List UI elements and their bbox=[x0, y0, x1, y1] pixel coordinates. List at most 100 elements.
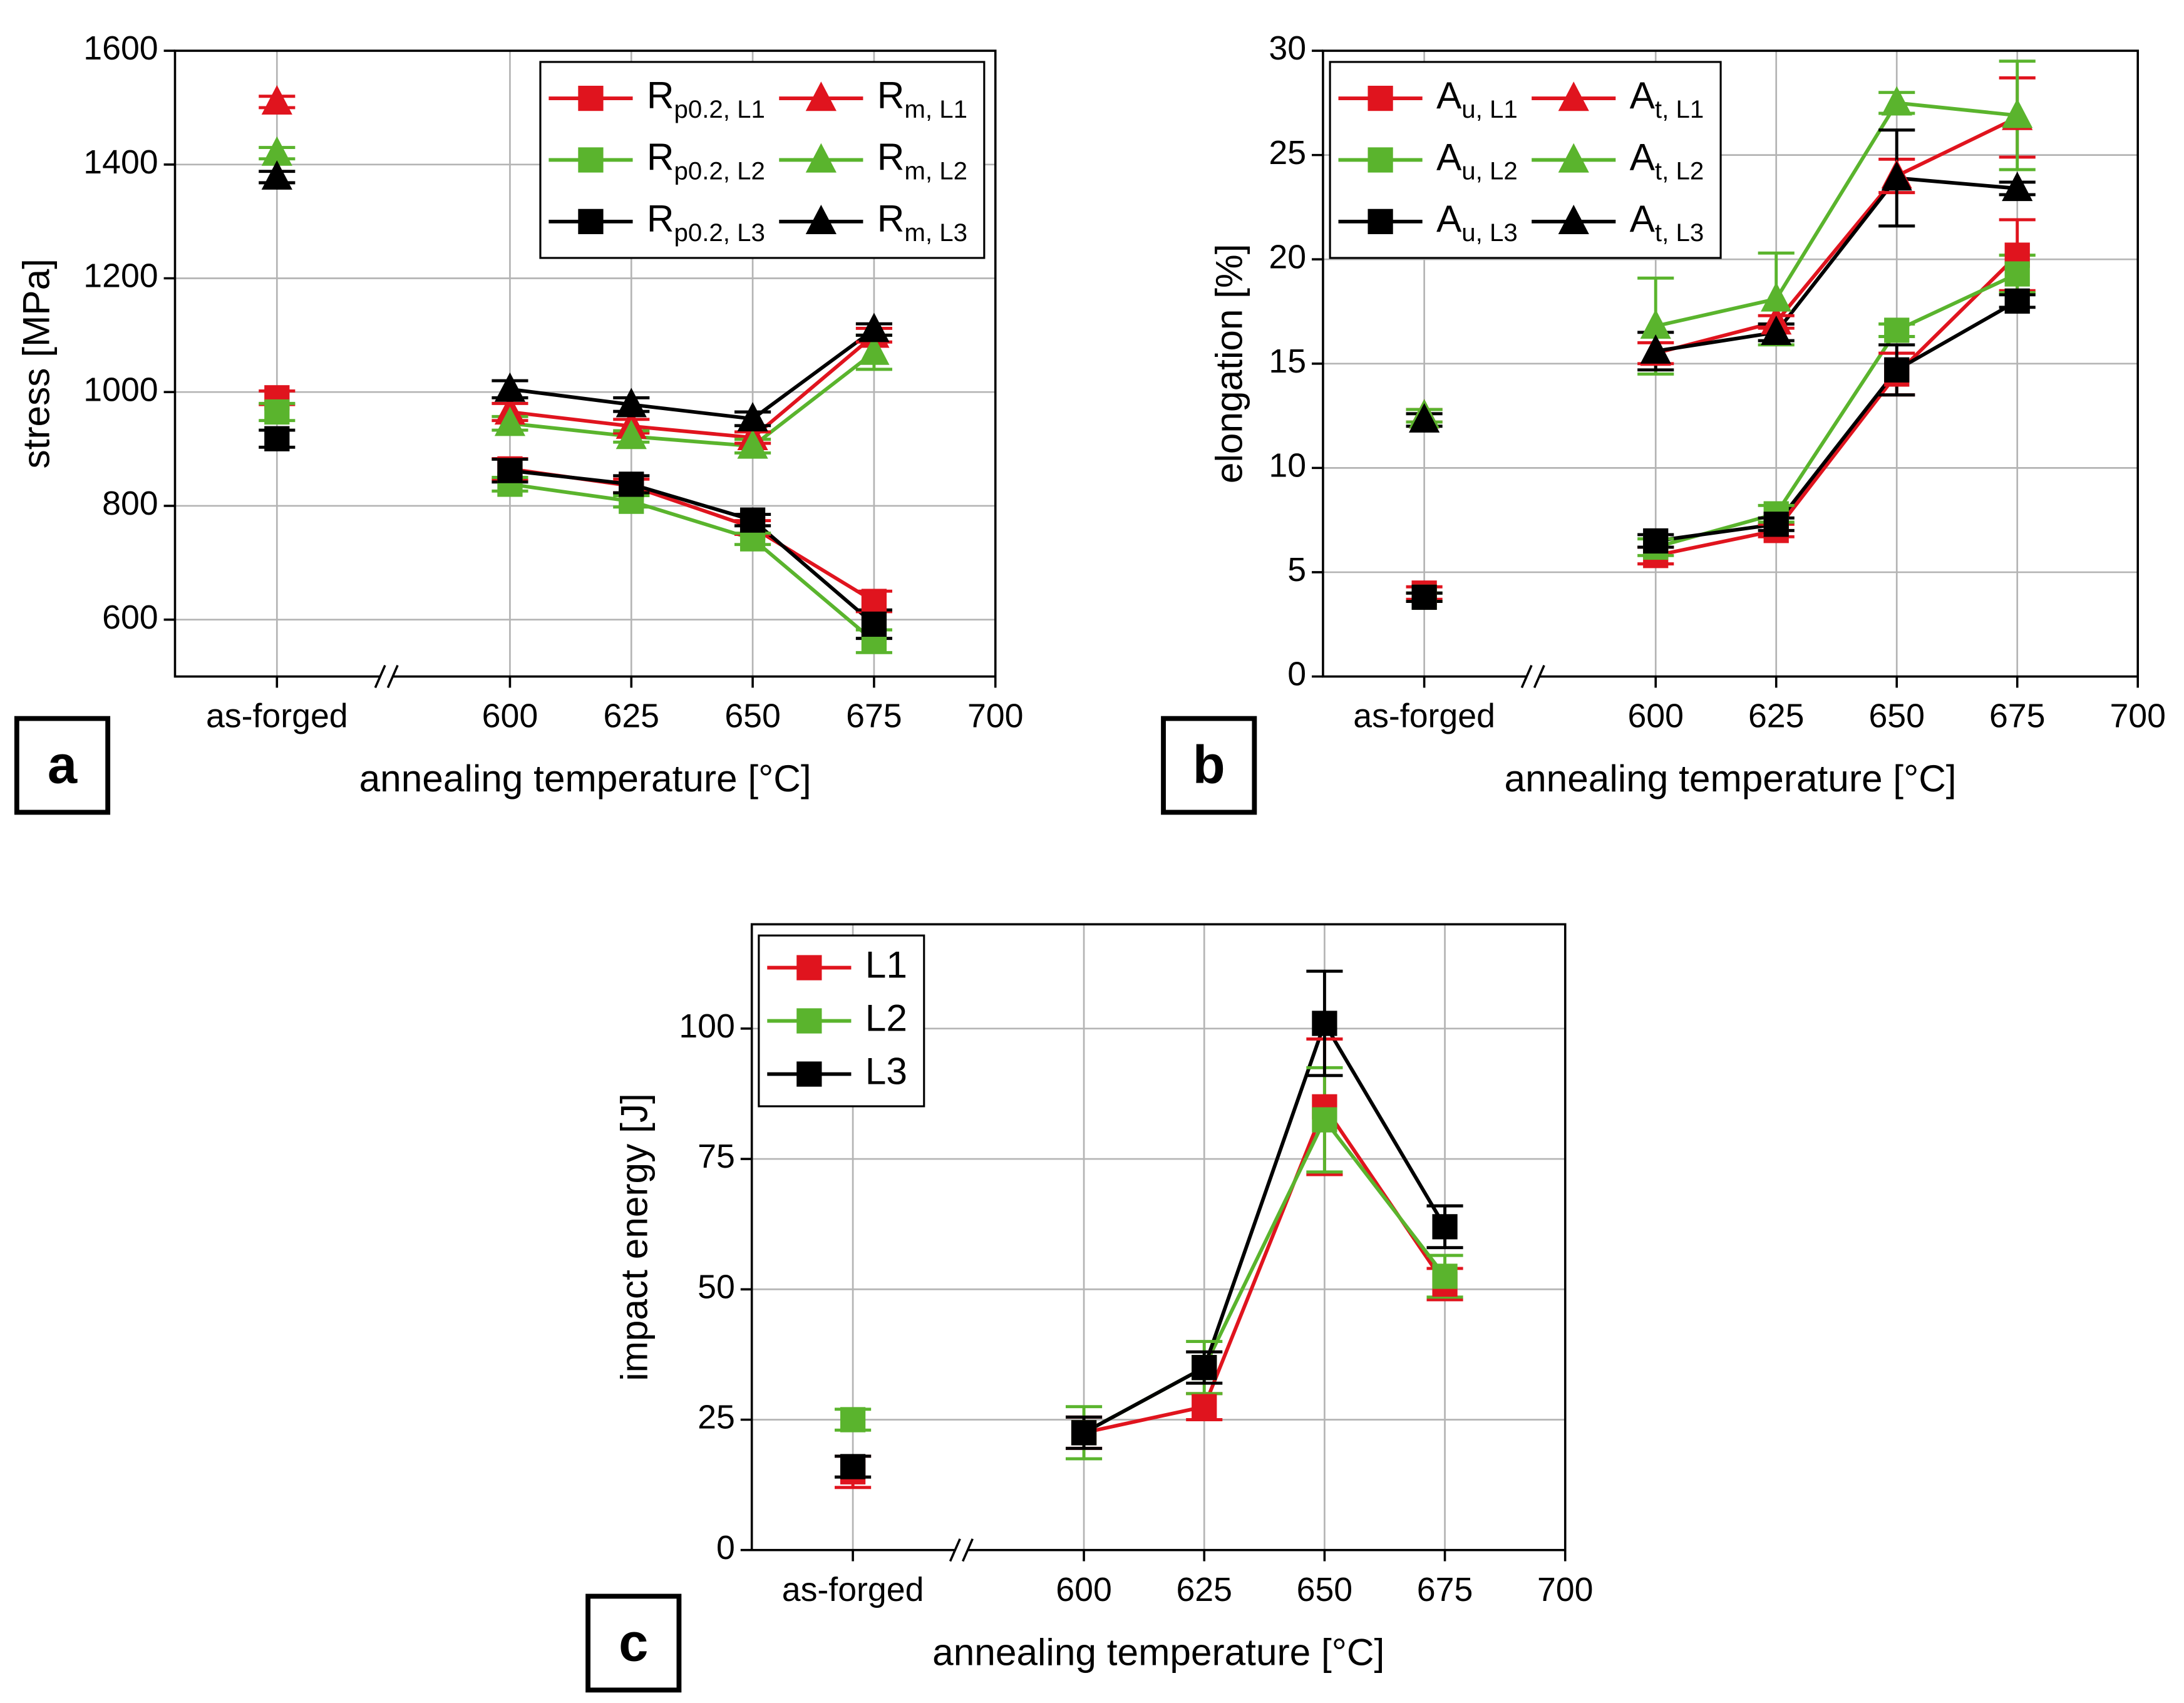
data-point bbox=[1192, 1355, 1217, 1381]
axis-break bbox=[1520, 664, 1545, 689]
series-line bbox=[1083, 1104, 1446, 1435]
panel-label-box bbox=[585, 1593, 682, 1693]
series-line bbox=[1655, 176, 2017, 353]
series-line bbox=[510, 334, 875, 440]
legend-label: L3 bbox=[865, 1049, 907, 1092]
legend-label: Au, L3 bbox=[1436, 197, 1518, 247]
data-point bbox=[737, 429, 768, 459]
data-point bbox=[840, 1454, 866, 1479]
legend-marker bbox=[796, 1061, 822, 1087]
axis-break-gap bbox=[381, 672, 393, 681]
x-axis-title: annealing temperature [°C] bbox=[932, 1630, 1384, 1673]
y-axis-title: impact energy [J] bbox=[612, 1093, 655, 1381]
data-point bbox=[1192, 1394, 1217, 1419]
chart: as-forged 600 625 650 675 700 0 25 50 75 100 anneal… bbox=[585, 923, 1594, 1693]
data-point bbox=[1643, 528, 1669, 554]
series-line bbox=[1655, 254, 2019, 558]
legend-marker bbox=[1558, 81, 1589, 111]
series-line bbox=[510, 466, 875, 604]
y-tick-label: 10 bbox=[1269, 447, 1306, 485]
legend-marker bbox=[1368, 208, 1393, 234]
legend-label: At, L3 bbox=[1630, 197, 1704, 247]
y-tick-label: 5 bbox=[1287, 551, 1306, 589]
x-axis-title: annealing temperature [°C] bbox=[359, 757, 811, 800]
x-tick-label: 700 bbox=[1537, 1571, 1594, 1608]
data-point bbox=[494, 372, 526, 402]
data-point bbox=[261, 136, 292, 166]
data-point bbox=[861, 611, 887, 637]
legend-marker bbox=[805, 143, 837, 173]
data-point bbox=[261, 160, 292, 190]
data-point bbox=[739, 507, 766, 533]
legend-label: At, L1 bbox=[1630, 74, 1704, 123]
data-point bbox=[1640, 334, 1671, 364]
y-tick-label: 100 bbox=[679, 1007, 735, 1045]
data-point bbox=[1312, 1011, 1337, 1036]
x-tick-label: 650 bbox=[1297, 1571, 1353, 1608]
legend-marker bbox=[1558, 205, 1589, 234]
series-line bbox=[1655, 116, 2018, 355]
x-tick-label: 650 bbox=[1868, 697, 1925, 735]
legend-label: Rp0.2, L2 bbox=[647, 135, 765, 185]
legend-marker bbox=[1368, 147, 1393, 173]
y-tick-label: 1600 bbox=[83, 29, 158, 67]
data-point bbox=[264, 426, 290, 451]
x-tick-label: 600 bbox=[1056, 1571, 1112, 1608]
series-line bbox=[1655, 272, 2018, 549]
x-tick-label: 675 bbox=[1989, 697, 2046, 735]
x-tick-label: 700 bbox=[2109, 697, 2166, 735]
chart: as-forged 600 625 650 675 700 600 800 1000 1200 14… bbox=[14, 29, 1024, 815]
series-line bbox=[510, 351, 875, 448]
data-point bbox=[1071, 1420, 1097, 1446]
series-line bbox=[1655, 299, 2019, 543]
plot-frame bbox=[173, 49, 997, 678]
y-tick-label: 50 bbox=[698, 1268, 735, 1305]
legend-label: L2 bbox=[865, 996, 907, 1039]
data-point bbox=[619, 471, 644, 497]
y-axis-title: stress [MPa] bbox=[15, 259, 58, 468]
y-tick-label: 15 bbox=[1269, 342, 1306, 380]
series-line bbox=[1083, 1118, 1446, 1434]
y-tick-label: 800 bbox=[102, 485, 158, 522]
x-tick-label: 600 bbox=[1627, 697, 1684, 735]
legend-label: L1 bbox=[865, 944, 907, 986]
axis-break bbox=[949, 1538, 974, 1562]
y-tick-label: 75 bbox=[698, 1138, 735, 1175]
data-point bbox=[1411, 584, 1437, 610]
data-point bbox=[2004, 261, 2030, 287]
data-point bbox=[858, 312, 890, 342]
data-point bbox=[1884, 357, 1910, 383]
y-tick-label: 0 bbox=[1287, 656, 1306, 693]
y-tick-label: 1400 bbox=[83, 143, 158, 181]
panel-label: c bbox=[619, 1613, 648, 1672]
x-axis-title: annealing temperature [°C] bbox=[1505, 757, 1957, 800]
legend-label: Rm, L3 bbox=[877, 197, 967, 247]
y-tick-label: 0 bbox=[716, 1529, 735, 1567]
axis-break-gap bbox=[1527, 672, 1539, 681]
legend-marker bbox=[1368, 85, 1393, 111]
data-point bbox=[1640, 309, 1671, 339]
y-tick-label: 25 bbox=[698, 1399, 735, 1436]
data-point bbox=[840, 1407, 866, 1433]
data-point bbox=[261, 85, 292, 115]
x-tick-label: 650 bbox=[724, 697, 781, 735]
x-tick-label: 600 bbox=[482, 697, 538, 735]
x-tick-label: as-forged bbox=[782, 1571, 924, 1608]
legend-marker bbox=[578, 85, 604, 111]
data-point bbox=[1761, 282, 1792, 312]
data-point bbox=[858, 335, 890, 365]
x-tick-label: as-forged bbox=[206, 697, 348, 735]
y-tick-label: 600 bbox=[102, 599, 158, 636]
data-point bbox=[2002, 172, 2033, 202]
data-point bbox=[2004, 288, 2030, 314]
panel-label-box bbox=[1161, 716, 1257, 815]
series-line bbox=[510, 468, 875, 626]
x-tick-label: 700 bbox=[967, 697, 1024, 735]
legend-label: At, L2 bbox=[1630, 135, 1704, 185]
y-axis-title: elongation [%] bbox=[1208, 244, 1250, 484]
data-point bbox=[494, 406, 526, 436]
plot-frame bbox=[750, 923, 1567, 1551]
data-point bbox=[1884, 317, 1910, 343]
legend-label: Rp0.2, L1 bbox=[647, 74, 765, 123]
